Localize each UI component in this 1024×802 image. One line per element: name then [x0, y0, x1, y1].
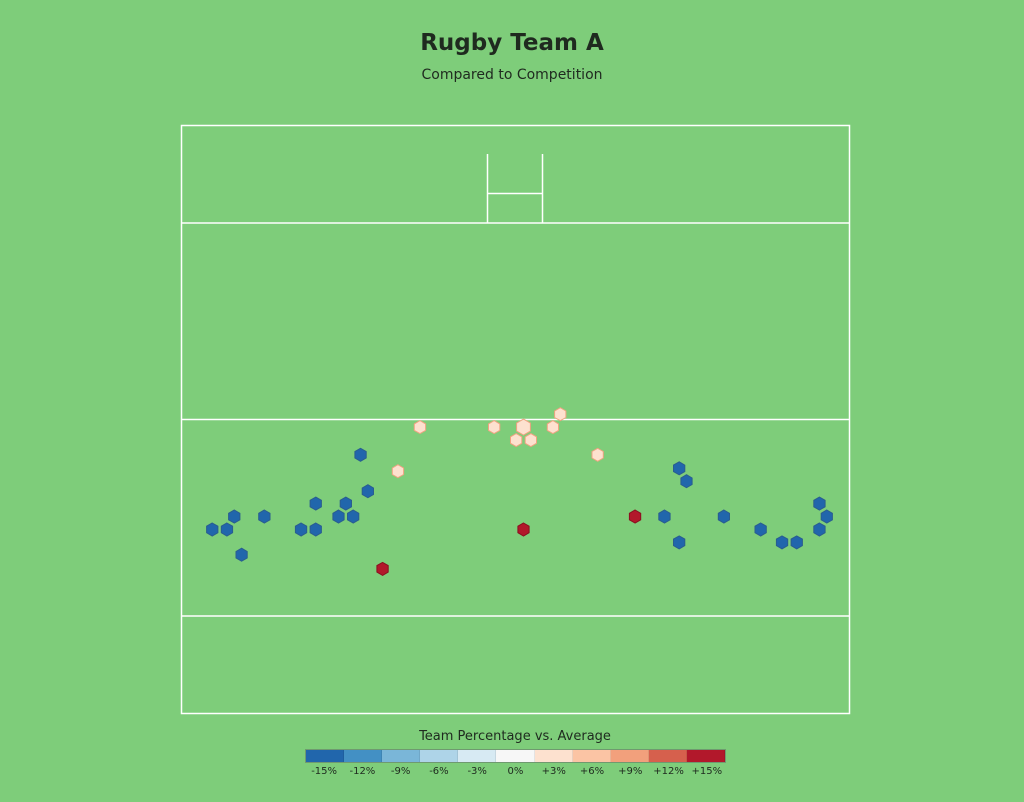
legend-label: -3% [467, 766, 487, 777]
legend-label: -15% [311, 766, 338, 777]
legend-label: +6% [579, 766, 605, 777]
legend-swatch [534, 750, 573, 762]
hex-point [554, 407, 567, 422]
hex-point [754, 522, 767, 537]
hex-point [235, 547, 248, 562]
hex-point [790, 535, 803, 550]
legend-swatch [572, 750, 611, 762]
hex-point [332, 509, 345, 524]
hex-point [673, 461, 686, 476]
hex-point [309, 522, 322, 537]
legend-label: +15% [691, 766, 723, 777]
hex-point [628, 509, 642, 524]
hex-layer [206, 407, 833, 576]
hex-point [517, 522, 530, 537]
hex-point [673, 535, 686, 550]
hex-point [294, 522, 308, 537]
hex-point [488, 420, 501, 435]
hex-point [376, 561, 389, 576]
hex-point [220, 522, 234, 537]
legend-swatch [382, 750, 421, 762]
hex-point [813, 522, 826, 537]
legend-swatch [420, 750, 459, 762]
hex-point [228, 509, 241, 524]
hex-point [775, 535, 789, 550]
hex-point [680, 474, 693, 489]
legend-swatch [648, 750, 687, 762]
legend-label: -9% [390, 766, 411, 777]
hex-point [391, 464, 405, 479]
legend-labels: -15% -12% -9% -6% -3% 0% +3% +6% +9% +12% +15% [305, 766, 726, 777]
legend-label: +3% [541, 766, 566, 777]
hex-point [413, 420, 427, 435]
legend-label: -6% [429, 766, 449, 777]
legend-label: +12% [653, 766, 684, 777]
goal-posts [486, 154, 544, 223]
hex-point [510, 433, 523, 448]
legend-swatch [344, 750, 383, 762]
hex-point [591, 447, 604, 462]
hex-point [309, 496, 322, 511]
legend-label: -12% [349, 766, 376, 777]
hex-point [546, 420, 559, 435]
chart-subtitle: Compared to Competition [421, 67, 603, 83]
legend-swatch [496, 750, 535, 762]
hex-point [361, 484, 374, 499]
legend-swatch [306, 750, 345, 762]
hex-point [339, 496, 352, 511]
legend-color-bar [305, 749, 726, 763]
legend-title: Team Percentage vs. Average [419, 729, 611, 744]
legend-swatch [610, 750, 649, 762]
legend-swatch [686, 750, 726, 762]
hex-point [516, 418, 531, 436]
hex-point [820, 509, 833, 524]
hex-point [658, 509, 671, 524]
hex-point [206, 522, 219, 537]
hex-point [258, 509, 271, 524]
chart-title: Rugby Team A [420, 30, 604, 56]
hex-point [354, 447, 367, 462]
legend-label: 0% [507, 766, 524, 777]
legend-swatch [458, 750, 497, 762]
legend-label: +9% [618, 766, 643, 777]
hex-point [524, 433, 537, 448]
hex-point [813, 496, 826, 511]
hex-point [717, 509, 730, 524]
hex-point [347, 509, 360, 524]
